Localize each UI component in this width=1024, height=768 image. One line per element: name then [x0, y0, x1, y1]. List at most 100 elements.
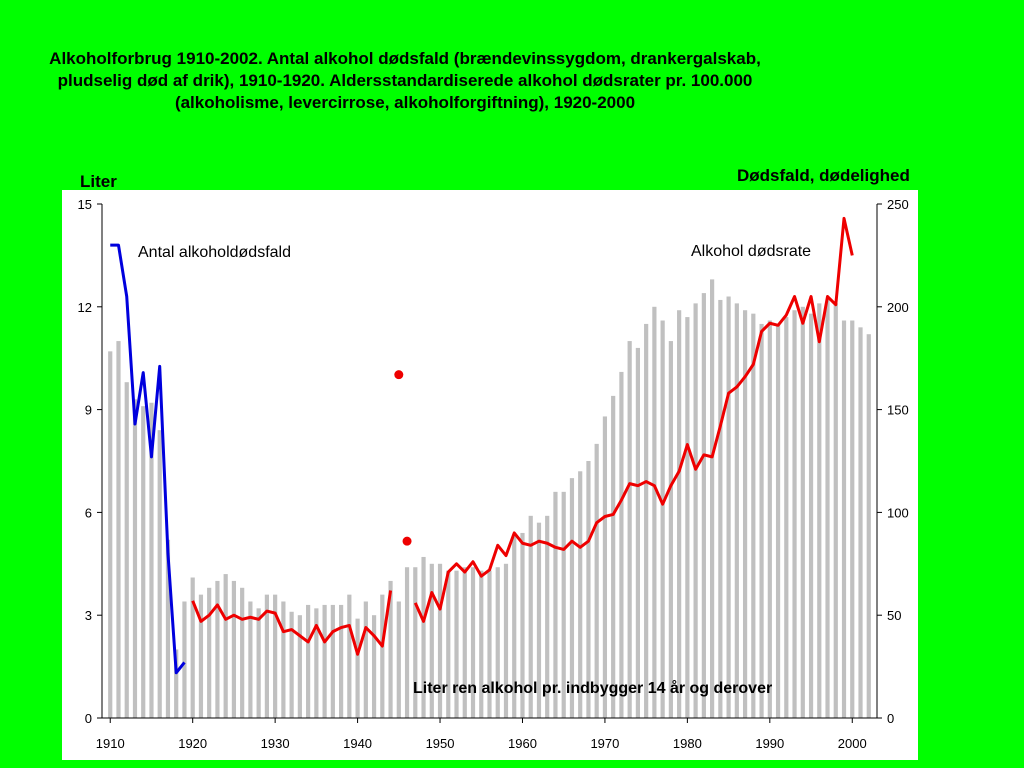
- bar-1963: [545, 515, 550, 718]
- bar-1985: [726, 296, 731, 718]
- bar-1934: [306, 604, 311, 718]
- x-tick-label-2000: 2000: [838, 736, 867, 751]
- bar-1955: [479, 570, 484, 718]
- bar-1919: [182, 601, 187, 718]
- bar-1928: [256, 608, 261, 718]
- bar-1972: [619, 371, 624, 718]
- right-tick-label-150: 150: [887, 403, 909, 418]
- x-tick-label-1940: 1940: [343, 736, 372, 751]
- bar-1922: [207, 587, 212, 718]
- lines-layer: [110, 216, 854, 675]
- bar-1911: [116, 341, 121, 718]
- bar-1921: [198, 594, 204, 718]
- bar-1989: [759, 323, 764, 718]
- bar-1914: [141, 406, 146, 718]
- x-tick-label-1990: 1990: [755, 736, 784, 751]
- bar-1986: [734, 303, 739, 718]
- left-tick-label-3: 3: [85, 608, 92, 623]
- bar-1994: [800, 306, 805, 718]
- bar-1993: [792, 310, 797, 718]
- bar-1943: [380, 594, 385, 718]
- bar-1959: [512, 536, 517, 718]
- bar-2001: [858, 327, 863, 718]
- bar-1970: [602, 416, 608, 718]
- annotation-rate-label: Alkohol dødsrate: [691, 243, 811, 260]
- bar-1974: [635, 347, 640, 718]
- bar-1967: [578, 471, 583, 718]
- bar-1965: [561, 491, 566, 718]
- bar-1977: [660, 320, 665, 718]
- series-line-rate-segment-1: [191, 590, 393, 656]
- left-tick-label-6: 6: [85, 505, 92, 520]
- bar-1964: [553, 491, 558, 718]
- bar-1917: [165, 539, 171, 718]
- bar-2000: [850, 320, 855, 718]
- bar-1978: [668, 341, 673, 718]
- series-line-deaths: [110, 243, 186, 675]
- bar-1973: [627, 341, 632, 718]
- bar-1937: [330, 604, 335, 718]
- right-tick-label-0: 0: [887, 711, 894, 726]
- left-tick-label-0: 0: [85, 711, 92, 726]
- bar-1968: [586, 461, 591, 718]
- right-tick-label-200: 200: [887, 300, 909, 315]
- bar-1913: [132, 399, 138, 718]
- bar-1990: [767, 320, 772, 718]
- left-tick-label-9: 9: [85, 403, 92, 418]
- left-axis-title: Liter: [80, 172, 117, 191]
- bar-1954: [470, 567, 476, 718]
- bar-1961: [528, 515, 533, 718]
- right-tick-label-100: 100: [887, 505, 909, 520]
- bar-1933: [297, 615, 302, 718]
- bar-1945: [396, 601, 401, 718]
- bar-1923: [215, 580, 220, 718]
- bar-1942: [371, 615, 377, 718]
- bar-1935: [314, 608, 319, 718]
- bar-1932: [289, 611, 294, 718]
- left-tick-label-12: 12: [78, 300, 92, 315]
- right-tick-label-250: 250: [887, 197, 909, 212]
- bar-1991: [775, 323, 781, 718]
- bar-1941: [363, 601, 368, 718]
- x-tick-label-1930: 1930: [261, 736, 290, 751]
- bar-1915: [149, 402, 154, 718]
- bar-1931: [281, 601, 286, 718]
- bar-1918: [174, 649, 179, 718]
- bar-1946: [404, 567, 410, 718]
- bar-1950: [437, 563, 443, 718]
- bar-1938: [339, 604, 344, 718]
- bar-1971: [611, 395, 616, 718]
- bar-1987: [742, 310, 748, 718]
- bar-1947: [413, 567, 418, 718]
- bar-1957: [495, 567, 500, 718]
- point-1946: [402, 536, 412, 546]
- bar-1999: [841, 320, 847, 718]
- bar-1925: [231, 580, 237, 718]
- bar-1940: [355, 618, 360, 718]
- bar-1929: [264, 594, 269, 718]
- x-tick-label-1970: 1970: [590, 736, 619, 751]
- bar-1958: [503, 563, 509, 718]
- chart-title: Alkoholforbrug 1910-2002. Antal alkohol …: [49, 49, 761, 112]
- bar-1924: [223, 574, 228, 718]
- bar-1982: [701, 293, 706, 718]
- bar-1956: [487, 570, 492, 718]
- bar-1936: [322, 604, 327, 718]
- x-tick-label-1910: 1910: [96, 736, 125, 751]
- series-line-rate-segment-2: [413, 216, 854, 623]
- bar-1960: [520, 532, 525, 718]
- bar-1981: [693, 303, 698, 718]
- bar-1992: [784, 317, 789, 718]
- left-tick-label-15: 15: [78, 197, 92, 212]
- bar-1930: [273, 594, 278, 718]
- bar-1988: [751, 313, 756, 718]
- bar-1962: [536, 522, 542, 718]
- bar-1983: [710, 279, 715, 718]
- bar-1920: [190, 577, 195, 718]
- bar-1948: [421, 556, 426, 718]
- x-tick-label-1980: 1980: [673, 736, 702, 751]
- bar-1910: [108, 351, 113, 718]
- bar-1980: [685, 317, 690, 718]
- bars-layer: [108, 279, 871, 718]
